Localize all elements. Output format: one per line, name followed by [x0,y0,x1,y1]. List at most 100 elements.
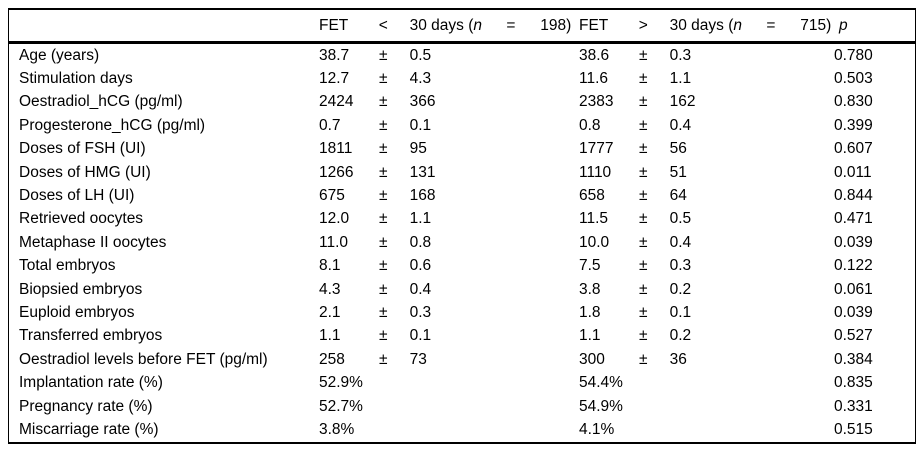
row-label: Retrieved oocytes [19,210,144,228]
group1-cell: 38.7 ± 0.5 [319,47,579,65]
group2-sd: 0.4 [669,233,692,251]
row-label: Implantation rate (%) [19,374,163,392]
group2-mean: 658 [579,187,605,205]
plus-minus-sign: ± [639,140,648,158]
group2-mean: 4.1% [579,420,615,438]
p-value: 0.503 [834,70,873,88]
equals-sign: = [506,16,516,34]
group1-sd: 95 [409,140,427,158]
group2-sd: 0.4 [669,116,692,134]
header-group2: FET > 30 days (n = 715) [579,17,834,35]
table-row: Doses of FSH (UI) 1811 ± 95 1777 ± 56 0.… [9,138,915,161]
group1-name: FET [319,16,349,34]
group2-mean: 1110 [579,163,612,181]
group2-cell: 54.4% [579,374,834,392]
p-value: 0.061 [834,280,873,298]
group1-count: 198) [540,16,572,34]
group2-cell: 1777 ± 56 [579,140,834,158]
p-value: 0.122 [834,257,873,275]
plus-minus-sign: ± [639,116,648,134]
n-variable: n [473,16,483,34]
row-label: Doses of FSH (UI) [19,140,146,158]
group1-cell: 52.9% [319,374,579,392]
group1-sd: 0.5 [409,46,432,64]
group2-cell: 7.5 ± 0.3 [579,257,834,275]
equals-sign: = [766,16,776,34]
row-label: Doses of HMG (UI) [19,163,151,181]
group2-sd: 0.2 [669,327,692,345]
group2-sd: 51 [669,163,687,181]
group1-mean: 3.8% [319,420,355,438]
row-label: Doses of LH (UI) [19,187,135,205]
group2-cell: 4.1% [579,421,834,439]
p-value: 0.780 [834,46,873,64]
comparison-table: FET < 30 days (n = 198) FET > 30 days (n… [8,8,916,444]
group2-cell: 10.0 ± 0.4 [579,234,834,252]
group1-mean: 52.7% [319,397,363,415]
group1-mean: 2.1 [319,303,341,321]
group1-cell: 258 ± 73 [319,351,579,369]
plus-minus-sign: ± [379,163,388,181]
p-value: 0.039 [834,233,873,251]
plus-minus-sign: ± [379,70,388,88]
p-value: 0.011 [834,163,872,181]
plus-minus-sign: ± [379,187,388,205]
group1-cell: 2.1 ± 0.3 [319,304,579,322]
group1-mean: 0.7 [319,116,341,134]
row-label: Total embryos [19,257,116,275]
p-value: 0.039 [834,303,873,321]
group1-mean: 2424 [319,93,354,111]
group2-mean: 11.6 [579,70,609,88]
group2-mean: 54.9% [579,397,623,415]
group2-sd: 0.2 [669,280,692,298]
group1-mean: 52.9% [319,374,363,392]
group1-sd: 0.8 [409,233,432,251]
group2-mean: 38.6 [579,46,610,64]
group1-sd: 168 [409,187,436,205]
group2-sd: 0.1 [669,303,692,321]
group1-mean: 1266 [319,163,354,181]
row-label: Progesterone_hCG (pg/ml) [19,116,206,134]
table-row: Implantation rate (%) 52.9% 54.4% 0.835 [9,371,915,394]
plus-minus-sign: ± [379,210,388,228]
group2-mean: 1.1 [579,327,601,345]
plus-minus-sign: ± [639,303,648,321]
plus-minus-sign: ± [639,327,648,345]
group1-sd: 0.3 [409,303,432,321]
plus-minus-sign: ± [379,116,388,134]
group2-mean: 1.8 [579,303,601,321]
plus-minus-sign: ± [639,187,648,205]
group1-cell: 12.0 ± 1.1 [319,210,579,228]
group1-mean: 8.1 [319,257,341,275]
row-label: Oestradiol_hCG (pg/ml) [19,93,183,111]
group1-cell: 3.8% [319,421,579,439]
table-row: Metaphase II oocytes 11.0 ± 0.8 10.0 ± 0… [9,231,915,254]
group2-cell: 658 ± 64 [579,187,834,205]
table-row: Euploid embryos 2.1 ± 0.3 1.8 ± 0.1 0.03… [9,301,915,324]
table-header-row: FET < 30 days (n = 198) FET > 30 days (n… [9,10,915,44]
group1-mean: 1.1 [319,327,341,345]
table-row: Transferred embryos 1.1 ± 0.1 1.1 ± 0.2 … [9,325,915,348]
p-value: 0.835 [834,374,873,392]
group1-cell: 2424 ± 366 [319,93,579,111]
group2-sd: 64 [669,187,687,205]
group1-sd: 4.3 [409,70,432,88]
group1-cell: 1.1 ± 0.1 [319,327,579,345]
plus-minus-sign: ± [639,233,648,251]
plus-minus-sign: ± [639,257,648,275]
group1-cell: 1811 ± 95 [319,140,579,158]
table-row: Oestradiol_hCG (pg/ml) 2424 ± 366 2383 ±… [9,91,915,114]
group1-sd: 366 [409,93,436,111]
group1-cell: 52.7% [319,398,579,416]
row-label: Biopsied embryos [19,280,143,298]
group2-mean: 3.8 [579,280,601,298]
row-label: Euploid embryos [19,303,135,321]
group2-mean: 54.4% [579,374,623,392]
p-value: 0.830 [834,93,873,111]
group2-cell: 38.6 ± 0.3 [579,47,834,65]
row-label: Transferred embryos [19,327,163,345]
group2-sd: 56 [669,140,687,158]
group2-sd: 162 [669,93,696,111]
p-value: 0.384 [834,350,873,368]
group1-cell: 8.1 ± 0.6 [319,257,579,275]
